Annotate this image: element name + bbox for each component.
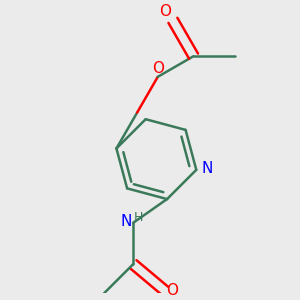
Text: O: O [152, 61, 164, 76]
Text: O: O [159, 4, 171, 19]
Text: O: O [167, 283, 178, 298]
Text: N: N [202, 161, 213, 176]
Text: N: N [120, 214, 132, 229]
Text: H: H [133, 211, 143, 224]
